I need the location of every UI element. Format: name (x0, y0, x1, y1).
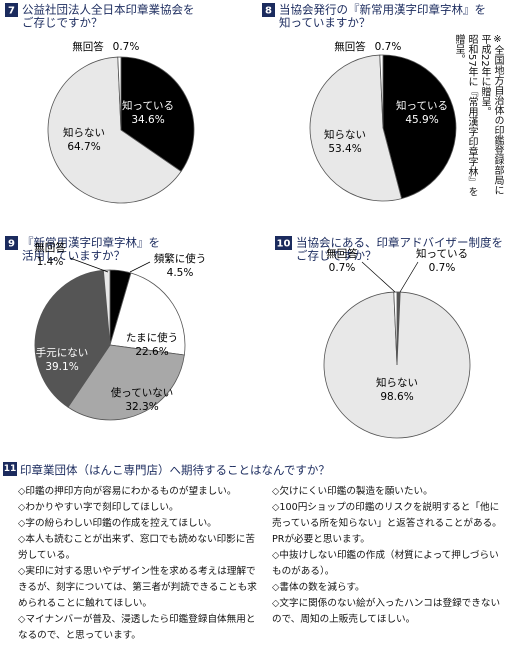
slice-value: 45.9% (405, 114, 438, 126)
chart-title: 公益社団法人全日本印章業協会を (22, 3, 195, 17)
section-title: 印章業団体（はんこ専門店）へ期待することはなんですか？ (20, 463, 330, 477)
chart-title: ご存じですか？ (296, 249, 377, 263)
slice-label: 無回答 (34, 241, 66, 254)
number-badge (275, 236, 292, 250)
slice-value: 0.7% (329, 262, 356, 274)
expectation-item: ◇実印に対する思いやデザイン性を求める考えは理解できるが、刻字については、第三者… (18, 566, 257, 609)
slice-value: 64.7% (67, 141, 100, 153)
slice-label: 無回答 (334, 40, 366, 53)
slice-label: 知らない (376, 376, 418, 389)
pie-slice (109, 272, 186, 356)
slice-label: 知っている (396, 99, 448, 112)
leader-line (399, 261, 419, 293)
number-badge (5, 3, 18, 17)
number-badge (262, 3, 275, 17)
slice-label: 頻繁に使う (154, 252, 207, 265)
slice-label: 知らない (63, 126, 105, 139)
leader-line (69, 257, 109, 273)
expectation-item: ◇中抜けしない印鑑の作成（材質によって押しづらいものがある）。 (272, 550, 499, 577)
pie-slice (120, 56, 195, 172)
slice-label: 知っている (122, 99, 174, 112)
slice-value: 0.7% (113, 41, 140, 53)
expectation-item: ◇100円ショップの印鑑のリスクを説明すると「他に売っている所を知らない」と返答… (272, 502, 502, 545)
expectation-item: ◇欠けにくい印鑑の製造を願いたい。 (272, 486, 433, 497)
chart-title: 知っていますか？ (279, 16, 370, 30)
slice-value: 4.5% (167, 267, 194, 279)
slice-label: 知らない (324, 128, 366, 141)
slice-value: 32.3% (125, 401, 158, 413)
expectation-item: ◇文字に関係のない絵が入ったハンコは登録できないので、周知の上販売してほしい。 (272, 598, 501, 625)
leader-line (129, 261, 151, 273)
slice-label: 知っている (416, 247, 468, 260)
pie-slice (393, 291, 398, 366)
slice-value: 34.6% (131, 114, 164, 126)
slice-value: 39.1% (45, 361, 78, 373)
pie-slice (47, 56, 182, 204)
pie-slice (382, 54, 457, 200)
note-line: 昭和57年に『常用漢字印章字林』を (466, 34, 477, 197)
slice-label: 無回答 (326, 247, 358, 260)
pie-slice (309, 54, 403, 202)
note-line: ※全国地方自治体の印鑑登録部局に (492, 34, 503, 195)
section-number: 11 (3, 462, 17, 476)
pie-slice (67, 344, 185, 421)
number: 8 (265, 6, 272, 17)
slice-label: 無回答 (72, 40, 104, 53)
slice-label: 手元にない (36, 346, 89, 359)
number: 7 (8, 6, 15, 17)
slice-label: 使っていない (111, 386, 173, 399)
expectation-item: ◇書体の数を減らす。 (272, 582, 365, 593)
slice-value: 22.6% (135, 346, 168, 358)
chart-title: 活用していますか？ (22, 249, 125, 263)
slice-value: 0.7% (429, 262, 456, 274)
note: ※全国地方自治体の印鑑登録部局に 平成22年に贈呈。 昭和57年に『常用漢字印章… (452, 34, 504, 234)
pie-slice (34, 269, 111, 408)
chart-title: ご存じですか？ (22, 16, 103, 30)
chart-title: 当協会にある、印章アドバイザー制度を (296, 236, 503, 250)
expectation-item: ◇印鑑の押印方向が容易にわかるものが望ましい。 (18, 486, 237, 497)
slice-value: 1.4% (37, 256, 64, 268)
expectation-item: ◇本人も読むことが出来ず、窓口でも読めない印影に苦労している。 (18, 534, 255, 561)
right-column: ◇欠けにくい印鑑の製造を願いたい。 ◇100円ショップの印鑑のリスクを説明すると「… (272, 484, 506, 628)
pie-slice (117, 56, 122, 131)
pie-slice (379, 54, 384, 129)
slice-value: 53.4% (328, 143, 361, 155)
slice-value: 98.6% (380, 391, 413, 403)
slice-value: 0.7% (375, 41, 402, 53)
number-badge (5, 236, 18, 250)
number: 10 (277, 239, 291, 250)
chart-title: 『新常用漢字印章字林』を (22, 236, 160, 250)
number: 9 (8, 239, 15, 250)
pie-slice (323, 291, 471, 439)
left-column: ◇印鑑の押印方向が容易にわかるものが望ましい。 ◇わかりやすい字で刻印してほしい。… (18, 484, 264, 644)
expectation-item: ◇わかりやすい字で刻印してほしい。 (18, 502, 179, 513)
leader-line (361, 261, 396, 293)
slice-label: たまに使う (126, 331, 178, 344)
expectation-item: ◇マイナンバーが普及、浸透したら印鑑登録自体無用となるので、と思っています。 (18, 614, 256, 641)
expectation-item: ◇字の紛らわしい印鑑の作成を控えてほしい。 (18, 518, 217, 529)
note-line: 贈呈。 (453, 34, 464, 64)
note-line: 平成22年に贈呈。 (479, 34, 490, 117)
chart-title: 当協会発行の『新常用漢字印章字林』を (279, 3, 486, 17)
